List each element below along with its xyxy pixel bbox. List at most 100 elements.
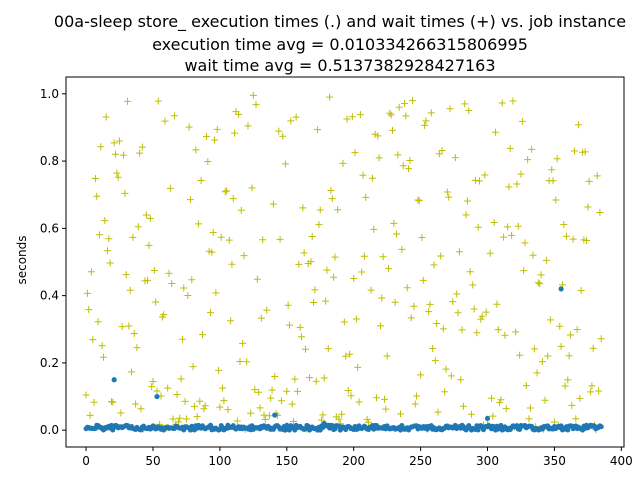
wait-time-point [376,322,384,330]
y-axis-label: seconds [15,235,29,284]
chart-title: 00a-sleep store_ execution times (.) and… [54,12,626,32]
wait-time-point [414,196,422,204]
wait-time-point [518,117,526,125]
wait-time-point [160,311,168,319]
wait-time-point [185,123,193,131]
plot-area [82,91,605,434]
execution-time-point [598,424,604,430]
wait-time-point [99,353,107,361]
wait-time-point [285,321,293,329]
wait-time-point [521,239,529,247]
wait-time-point [517,170,525,178]
wait-time-point [219,384,227,392]
wait-time-point [85,306,93,314]
wait-time-point [409,97,417,105]
wait-time-point [526,404,534,412]
wait-time-point [97,143,105,151]
wait-time-point [570,147,578,155]
wait-time-point [224,406,232,414]
wait-time-point [462,211,470,219]
wait-time-point [360,252,368,260]
wait-time-point [374,132,382,140]
wait-time-point [146,214,154,222]
wait-time-point [562,232,570,240]
wait-time-point [136,149,144,157]
wait-time-point [425,308,433,316]
wait-time-point [467,410,475,418]
wait-time-point [415,197,423,205]
wait-time-point [344,386,352,394]
wait-time-point [453,290,461,298]
wait-time-point [196,397,204,405]
wait-time-point [430,261,438,269]
wait-time-point [212,289,220,297]
wait-time-point [533,369,541,377]
wait-time-point [267,394,275,402]
wait-time-point [239,339,247,347]
wait-time-point [501,331,509,339]
wait-time-point [382,405,390,413]
wait-time-point [387,111,395,119]
wait-time-point [145,241,153,249]
wait-time-point [302,345,310,353]
wait-time-point [307,258,315,266]
wait-time-point [528,145,536,153]
wait-time-point [200,405,208,413]
wait-time-point [164,384,172,392]
wait-time-point [370,225,378,233]
wait-time-point [228,260,236,268]
y-tick-label: 0.6 [40,221,59,235]
wait-time-point [470,305,478,313]
wait-time-point [568,401,576,409]
wait-time-point [426,300,434,308]
wait-time-point [87,268,95,276]
execution-time-point [284,422,290,428]
wait-time-point [560,220,568,228]
wait-time-point [132,400,140,408]
x-tick-label: 150 [275,454,298,468]
wait-time-point [327,187,335,195]
wait-time-point [318,416,326,424]
wait-time-point [422,117,430,125]
wait-time-point [235,110,243,118]
wait-time-point [165,269,173,277]
wait-time-point [110,139,118,147]
wait-time-point [457,376,465,384]
wait-time-point [161,117,169,125]
wait-time-point [378,294,386,302]
wait-time-point [496,399,504,407]
wait-time-point [194,220,202,228]
wait-time-point [322,297,330,305]
wait-time-point [343,115,351,123]
wait-time-point [265,412,273,420]
wait-time-point [557,342,565,350]
wait-time-point [386,109,394,117]
wait-time-point [530,345,538,353]
wait-time-point [188,276,196,284]
wait-time-point [534,279,542,287]
wait-time-point [261,416,269,424]
wait-time-point [331,253,339,261]
wait-time-point [389,126,397,134]
wait-time-point [505,183,513,191]
wait-time-point [215,366,223,374]
wait-time-point [504,223,512,231]
y-tick-label: 1.0 [40,87,59,101]
wait-time-point [102,113,110,121]
wait-time-point [461,100,469,108]
wait-time-point [497,396,505,404]
wait-time-point [126,286,134,294]
wait-time-point [542,256,550,264]
wait-time-point [82,391,90,399]
wait-time-point [154,97,162,105]
wait-time-point [320,374,328,382]
wait-time-point [346,350,354,358]
x-tick-label: 0 [82,454,90,468]
execution-time-outlier [154,393,160,400]
wait-time-point [556,322,564,330]
wait-time-point [252,101,260,109]
wait-time-point [536,280,544,288]
wait-time-point [433,319,441,327]
wait-time-point [561,382,569,390]
